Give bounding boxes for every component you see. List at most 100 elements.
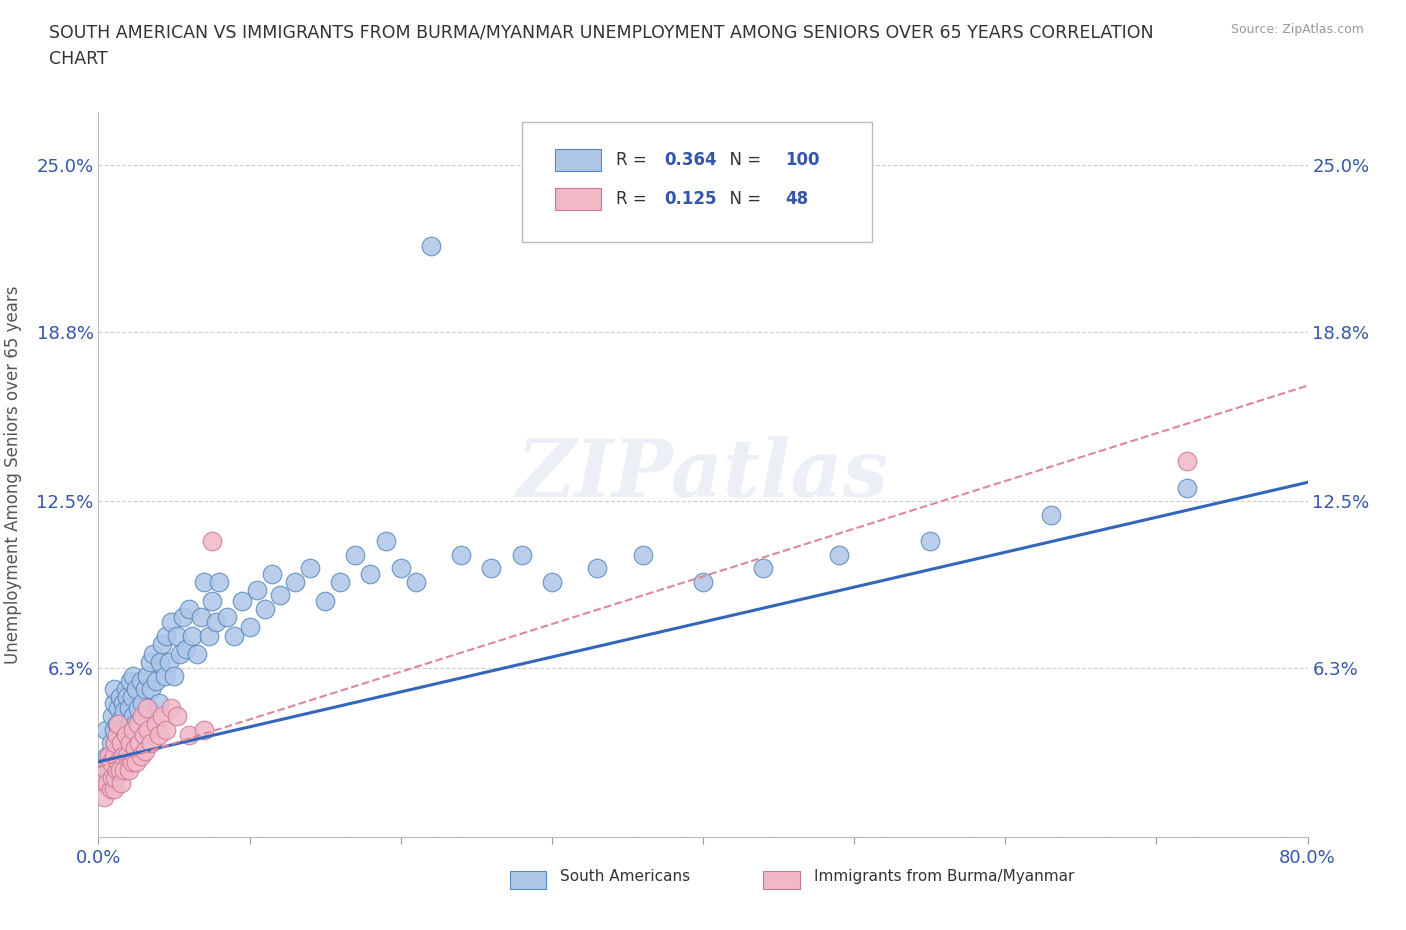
Point [692,575,714,590]
Point [201,534,224,549]
Point [269,588,291,603]
Point [118,700,141,715]
Point [631,548,654,563]
Point [142,647,165,662]
Point [169,647,191,662]
Point [127,700,149,715]
Point [118,763,141,777]
Text: 0.364: 0.364 [664,152,717,169]
Point [1175,454,1198,469]
FancyBboxPatch shape [509,871,546,889]
Point [110,749,132,764]
Point [148,696,170,711]
Point [120,736,142,751]
Text: 48: 48 [785,190,808,207]
Point [103,781,125,796]
Point [115,727,138,742]
Point [253,601,276,616]
Text: 0.125: 0.125 [664,190,717,207]
Point [135,669,157,684]
Point [160,700,183,715]
Point [231,593,253,608]
Point [104,770,127,785]
Point [107,717,129,732]
Point [752,561,775,576]
Point [139,655,162,670]
Point [125,682,148,697]
Point [586,561,609,576]
Point [145,717,167,732]
Point [299,561,322,576]
Point [197,628,219,643]
Point [122,709,145,724]
Point [131,696,153,711]
Point [179,727,201,742]
Point [540,575,562,590]
Point [100,736,122,751]
Point [141,682,163,697]
Point [208,575,231,590]
Text: Source: ZipAtlas.com: Source: ZipAtlas.com [1230,23,1364,36]
Point [121,727,143,742]
Point [122,722,145,737]
Point [186,647,208,662]
Point [110,776,132,790]
Point [215,609,238,624]
Text: SOUTH AMERICAN VS IMMIGRANTS FROM BURMA/MYANMAR UNEMPLOYMENT AMONG SENIORS OVER : SOUTH AMERICAN VS IMMIGRANTS FROM BURMA/… [49,23,1154,68]
Point [115,749,138,764]
Point [166,709,188,724]
Point [104,736,127,751]
Point [103,696,125,711]
Point [193,722,215,737]
Point [344,548,367,563]
Point [103,682,125,697]
Point [201,593,224,608]
Point [112,763,135,777]
Point [105,727,128,742]
Point [132,709,155,724]
FancyBboxPatch shape [763,871,800,889]
Point [284,575,307,590]
Point [101,770,124,785]
Point [141,736,163,751]
Point [108,690,131,705]
Text: South Americans: South Americans [561,870,690,884]
Point [122,669,145,684]
Point [103,749,125,764]
Point [108,727,131,742]
Point [420,238,443,253]
Point [262,566,284,581]
Point [127,717,149,732]
Point [246,582,269,597]
Point [103,749,125,764]
Point [107,741,129,756]
Point [405,575,427,590]
Point [134,682,156,697]
Point [120,717,142,732]
Point [105,763,128,777]
Point [510,548,533,563]
Point [93,790,115,804]
Point [131,709,153,724]
Point [101,709,124,724]
Point [166,628,188,643]
FancyBboxPatch shape [522,123,872,242]
Point [181,628,204,643]
Point [179,601,201,616]
Point [153,669,176,684]
Point [193,575,215,590]
Point [314,593,336,608]
Point [124,717,146,732]
Point [118,736,141,751]
FancyBboxPatch shape [555,188,602,209]
Point [94,722,117,737]
Point [103,722,125,737]
Point [150,636,173,651]
Point [129,673,152,688]
Point [172,609,194,624]
Point [224,628,246,643]
Point [114,682,136,697]
Point [110,736,132,751]
Point [134,744,156,759]
Point [105,717,128,732]
